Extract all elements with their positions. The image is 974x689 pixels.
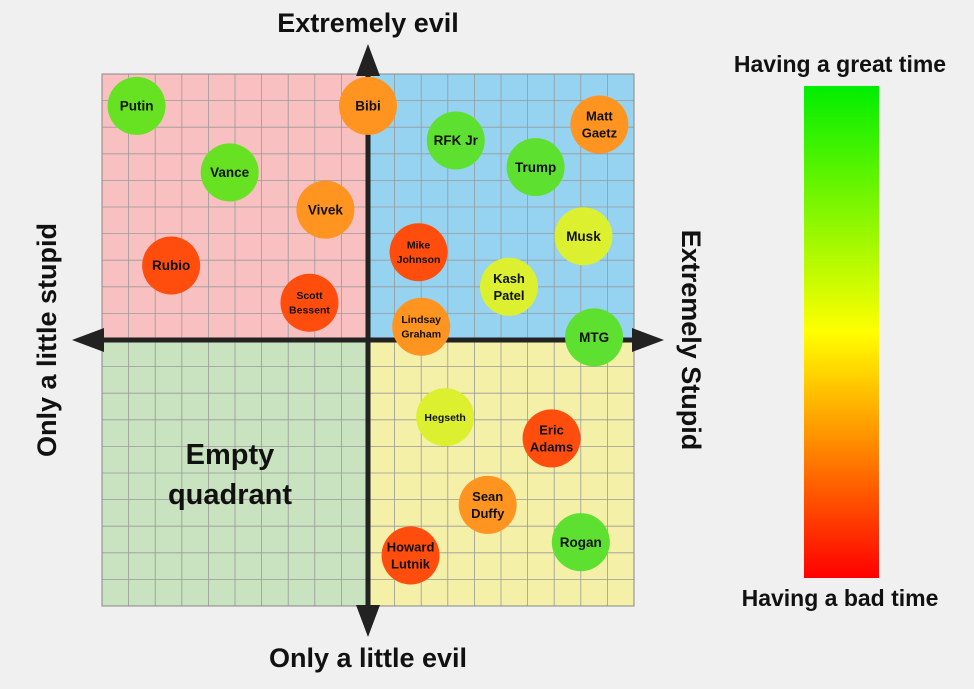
point-rubio: Rubio xyxy=(142,236,201,295)
point-mike-johnson: Mike Johnson xyxy=(389,223,448,282)
point-putin: Putin xyxy=(107,76,166,135)
axis-label-right: Extremely Stupid xyxy=(676,230,706,451)
point-label: Vivek xyxy=(308,202,344,217)
point-marker xyxy=(296,180,355,239)
point-marker xyxy=(381,526,440,585)
point-musk: Musk xyxy=(554,207,613,266)
point-eric-adams: Eric Adams xyxy=(522,409,581,468)
axis-label-bottom: Only a little evil xyxy=(269,643,467,673)
point-trump: Trump xyxy=(506,138,565,197)
point-vance: Vance xyxy=(200,143,259,202)
arrow-right-icon xyxy=(632,328,664,352)
colorbar-top-label: Having a great time xyxy=(734,51,946,77)
quadrant-label-empty: Empty quadrant xyxy=(168,439,292,511)
point-label: Putin xyxy=(120,99,154,114)
point-label: Rogan xyxy=(560,535,602,550)
point-rogan: Rogan xyxy=(551,513,610,572)
point-label: Howard Lutnik xyxy=(387,540,435,572)
point-marker xyxy=(426,111,485,170)
point-vivek: Vivek xyxy=(296,180,355,239)
point-matt-gaetz: Matt Gaetz xyxy=(570,95,629,154)
arrow-down-icon xyxy=(356,605,380,637)
point-label: Musk xyxy=(566,229,601,244)
point-marker xyxy=(458,475,517,534)
point-bibi: Bibi xyxy=(339,76,397,135)
point-marker xyxy=(506,138,565,197)
colorbar-bottom-label: Having a bad time xyxy=(742,585,939,611)
point-marker xyxy=(551,513,610,572)
point-marker xyxy=(392,297,451,356)
point-marker xyxy=(339,76,397,135)
point-lindsay-graham: Lindsay Graham xyxy=(392,297,451,356)
point-label: Lindsay Graham xyxy=(401,314,441,341)
point-label: Mike Johnson xyxy=(397,240,441,266)
point-hegseth: Hegseth xyxy=(416,388,475,447)
data-points: Putin Bibi Matt Gaetz RFK Jr Trump Vance Vivek M… xyxy=(107,76,629,585)
point-label: Sean Duffy xyxy=(471,489,505,521)
point-marker xyxy=(570,95,629,154)
point-rfk-jr: RFK Jr xyxy=(426,111,485,170)
point-marker xyxy=(280,273,339,332)
point-label: Trump xyxy=(515,160,556,175)
point-marker xyxy=(522,409,581,468)
point-sean-duffy: Sean Duffy xyxy=(458,475,517,534)
point-label: Scott Bessent xyxy=(289,290,330,317)
point-marker xyxy=(416,388,475,447)
point-label: Vance xyxy=(210,165,250,180)
axis-label-top: Extremely evil xyxy=(277,8,459,38)
point-label: Bibi xyxy=(355,99,381,114)
point-marker xyxy=(565,308,624,367)
point-label: MTG xyxy=(579,330,609,345)
colorbar xyxy=(804,86,879,578)
point-marker xyxy=(389,223,448,282)
point-label: Hegseth xyxy=(424,412,465,424)
point-marker xyxy=(554,207,613,266)
axes xyxy=(72,44,664,637)
arrow-up-icon xyxy=(356,44,380,76)
point-howard-lutnik: Howard Lutnik xyxy=(381,526,440,585)
axis-label-left: Only a little stupid xyxy=(32,223,62,457)
point-marker xyxy=(479,257,538,316)
point-label: Matt Gaetz xyxy=(582,109,618,141)
point-marker xyxy=(107,76,166,135)
point-marker xyxy=(142,236,201,295)
point-label: Kash Patel xyxy=(493,271,525,303)
arrow-left-icon xyxy=(72,328,104,352)
point-scott-bessent: Scott Bessent xyxy=(280,273,339,332)
point-label: Rubio xyxy=(152,258,190,273)
point-kash-patel: Kash Patel xyxy=(479,257,538,316)
point-mtg: MTG xyxy=(565,308,624,367)
point-marker xyxy=(200,143,259,202)
point-label: RFK Jr xyxy=(434,133,479,148)
point-label: Eric Adams xyxy=(530,422,573,454)
